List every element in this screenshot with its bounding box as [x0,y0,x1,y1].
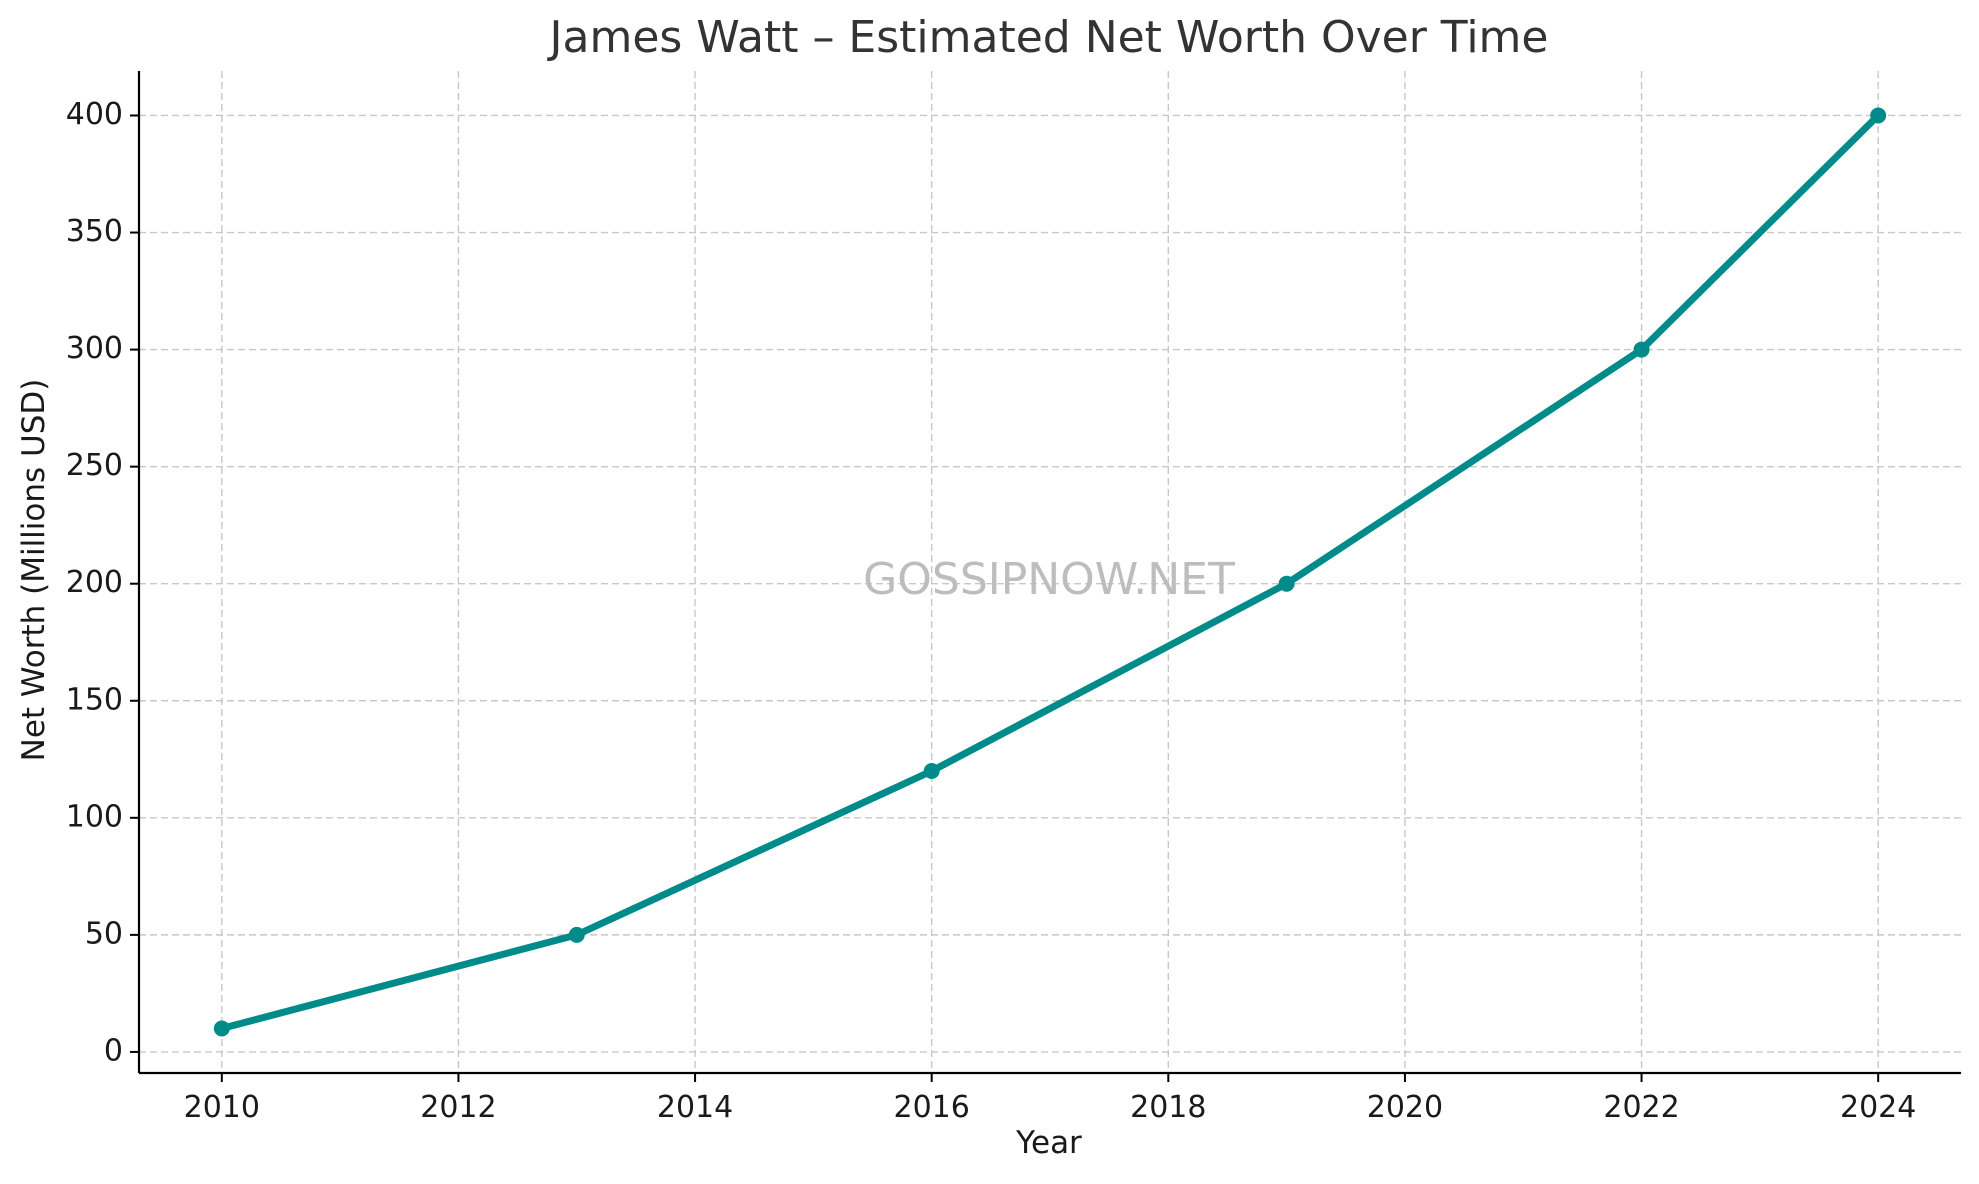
data-point [1870,107,1887,124]
x-tick-label: 2020 [1367,1090,1443,1125]
y-axis-label: Net Worth (Millions USD) [16,379,52,762]
watermark-text: GOSSIPNOW.NET [863,554,1235,605]
y-tick-label: 300 [66,331,123,366]
data-point [568,926,585,943]
axes: 2010 2012 2014 2016 2018 2020 2022 2024 0 50 100 15… [66,71,1961,1125]
x-axis-label: Year [1015,1125,1082,1161]
grid [139,71,1961,1073]
data-point [1633,341,1650,358]
y-tick-label: 100 [66,799,123,834]
net-worth-line [218,111,1882,1033]
x-tick-label: 2022 [1603,1090,1679,1125]
x-tick-label: 2014 [657,1090,733,1125]
y-tick-label: 250 [66,448,123,483]
data-point [1278,575,1295,592]
x-tick-label: 2024 [1840,1090,1916,1125]
x-tick-label: 2012 [420,1090,496,1125]
x-tick-label: 2010 [184,1090,260,1125]
y-tick-label: 400 [66,97,123,132]
data-point [213,1020,230,1037]
y-tick-label: 0 [104,1033,123,1068]
x-tick-label: 2016 [894,1090,970,1125]
y-tick-label: 200 [66,565,123,600]
chart-title: James Watt – Estimated Net Worth Over Ti… [547,12,1549,63]
y-tick-label: 350 [66,214,123,249]
x-tick-label: 2018 [1130,1090,1206,1125]
y-tick-label: 50 [85,916,123,951]
data-point [923,762,940,779]
y-tick-label: 150 [66,682,123,717]
series [213,107,1887,1037]
